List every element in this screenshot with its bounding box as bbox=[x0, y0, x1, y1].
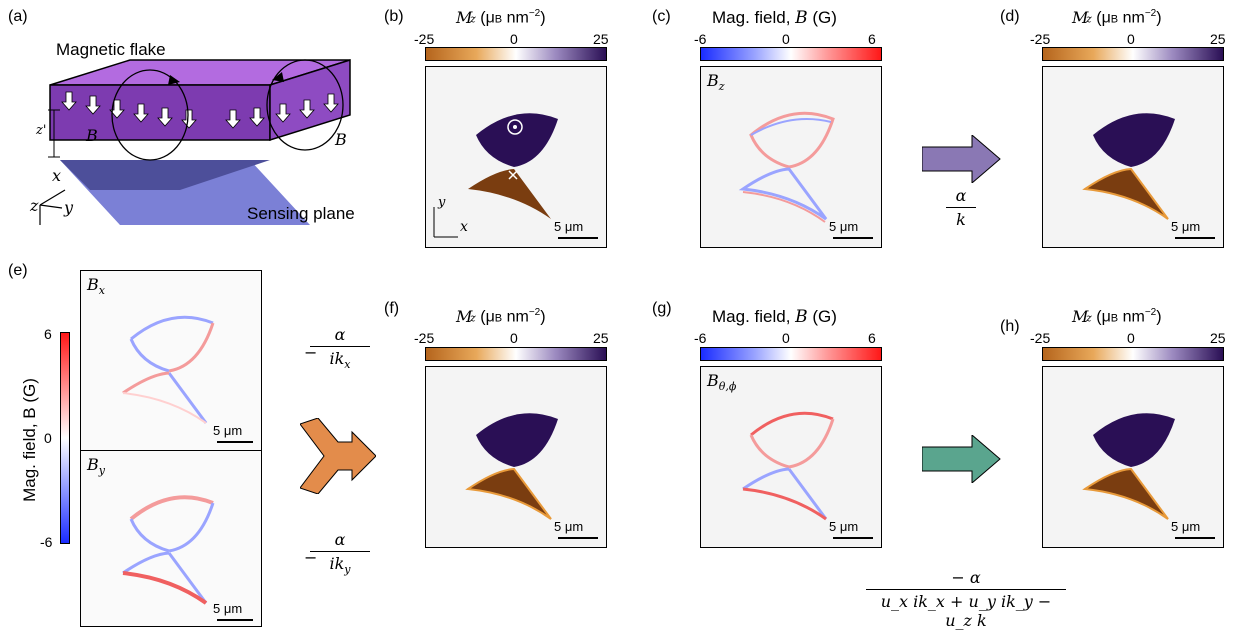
cbar-title: M bbox=[456, 8, 473, 27]
arrow-gh-icon bbox=[922, 435, 1001, 483]
colorbar-e-title: Mag. field, B (G) bbox=[19, 378, 39, 502]
flake-front bbox=[49, 84, 271, 141]
panel-label-g: (g) bbox=[652, 300, 672, 317]
panel-label-e: (e) bbox=[8, 262, 28, 279]
tick-e-6: 6 bbox=[44, 326, 52, 342]
b-label-left: B bbox=[86, 126, 98, 145]
panel-c-image: Bz 5 μm bbox=[700, 66, 882, 248]
tick-e-0: 0 bbox=[44, 430, 52, 446]
panel-f-image: 5 μm bbox=[425, 366, 607, 548]
operator-ef-y: − α iky bbox=[304, 530, 370, 576]
sensing-plane-label: Sensing plane bbox=[247, 204, 355, 223]
operator-ef-x: − α ikx bbox=[304, 325, 370, 371]
flake-schematic bbox=[39, 58, 351, 225]
panel-e-by: By 5 μm bbox=[80, 450, 262, 627]
panel-h-image: 5 μm bbox=[1042, 366, 1224, 548]
zprime-label: z' bbox=[36, 123, 47, 138]
operator-gh: − α u_x ik_x + u_y ik_y − u_z k bbox=[866, 568, 1066, 630]
flake-label: Magnetic flake bbox=[56, 40, 166, 59]
colorbar-e bbox=[60, 332, 70, 544]
panel-g-image: Bθ,ϕ 5 μm bbox=[700, 366, 882, 548]
arrow-cd-icon bbox=[922, 135, 1001, 183]
panel-b-image: y x 5 μm bbox=[425, 66, 607, 248]
panel-label-f: (f) bbox=[384, 300, 400, 317]
b-label-right: B bbox=[335, 130, 347, 149]
panel-label-c: (c) bbox=[652, 8, 671, 25]
arrow-ef-icon bbox=[300, 418, 376, 494]
panel-label-a: (a) bbox=[8, 8, 28, 25]
panel-label-h: (h) bbox=[1000, 318, 1020, 335]
axis-z-label: z bbox=[30, 196, 39, 215]
panel-label-d: (d) bbox=[1000, 8, 1020, 25]
axis-y-label: y bbox=[64, 198, 74, 217]
panel-e-bx: Bx 5 μm bbox=[80, 270, 262, 452]
panel-d-image: 5 μm bbox=[1042, 66, 1224, 248]
axis-x-label: x bbox=[52, 166, 62, 185]
tick-e-neg6: -6 bbox=[40, 534, 53, 550]
panel-label-b: (b) bbox=[384, 8, 404, 25]
